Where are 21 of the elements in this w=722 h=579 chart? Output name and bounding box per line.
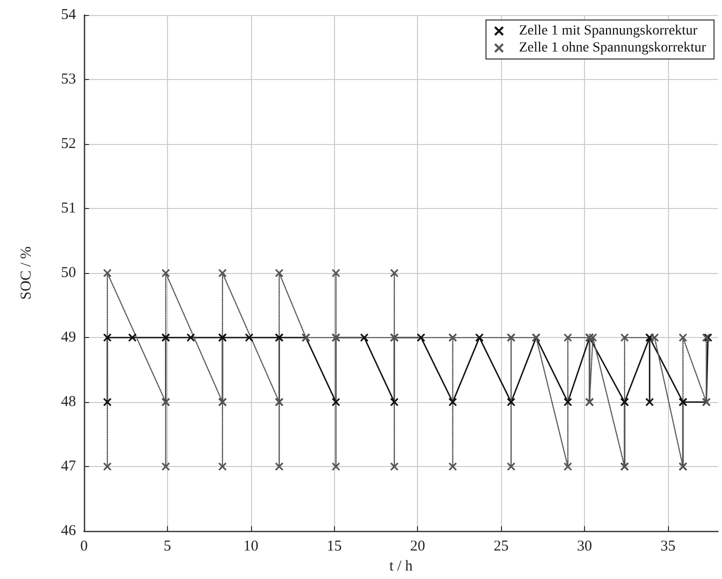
x-tick-label: 35 [660, 538, 676, 555]
y-tick-label: 51 [61, 200, 76, 217]
x-axis-title: t / h [389, 558, 414, 574]
x-tick-label: 15 [326, 538, 342, 555]
y-tick-label: 47 [61, 458, 76, 475]
x-tick-label: 10 [243, 538, 258, 555]
x-tick-label: 25 [494, 538, 509, 555]
x-tick-label: 20 [410, 538, 426, 555]
y-tick-label: 46 [61, 523, 76, 540]
y-tick-label: 52 [61, 136, 76, 152]
legend-label: Zelle 1 ohne Spannungskorrektur [518, 40, 706, 56]
y-tick-label: 49 [61, 330, 76, 346]
y-tick-label: 48 [61, 394, 76, 410]
y-tick-label: 53 [61, 72, 76, 88]
y-tick-label: 54 [61, 7, 76, 23]
x-tick-label: 30 [577, 538, 592, 555]
x-tick-label: 0 [80, 538, 88, 555]
y-tick-label: 50 [61, 265, 76, 282]
legend-label: Zelle 1 mit Spannungskorrektur [518, 24, 698, 38]
y-axis-title: SOC / % [18, 246, 34, 300]
x-tick-label: 5 [164, 538, 172, 555]
